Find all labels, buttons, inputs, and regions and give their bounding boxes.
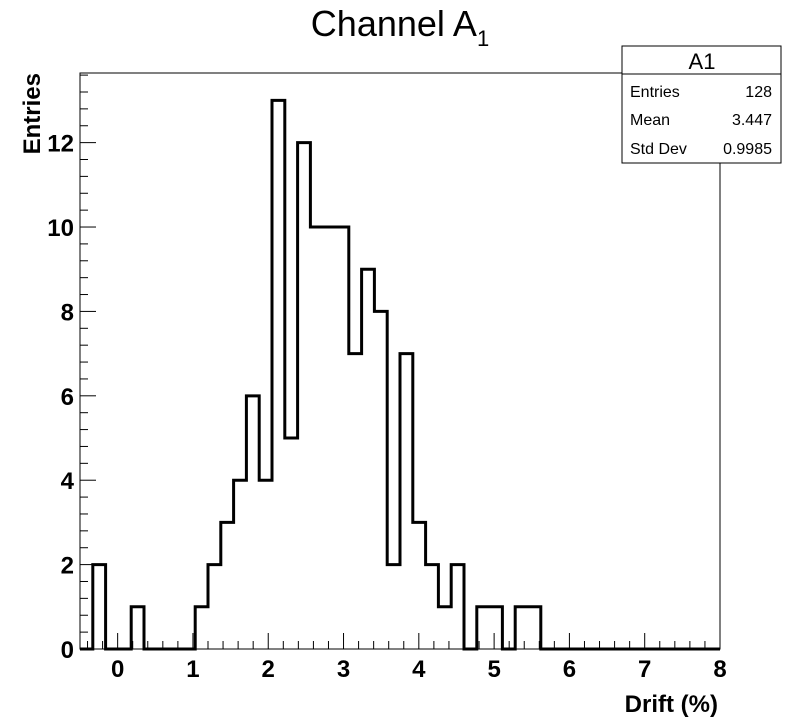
histogram-bin <box>387 565 400 649</box>
histogram-bin <box>413 522 426 649</box>
stats-mean-label: Mean <box>630 112 670 129</box>
stats-stddev-value: 0.9985 <box>723 141 772 158</box>
y-tick-label: 12 <box>47 131 74 158</box>
stats-stddev-label: Std Dev <box>630 141 687 158</box>
y-axis-title: Entries <box>19 73 46 154</box>
histogram-bin <box>285 438 298 649</box>
stats-entries-value: 128 <box>745 84 772 101</box>
histogram-bin <box>426 565 439 649</box>
histogram-bin <box>221 522 234 649</box>
y-tick-label: 2 <box>61 553 74 580</box>
x-tick-label: 2 <box>262 656 275 683</box>
plot-frame <box>79 72 721 650</box>
stats-box-name: A1 <box>689 49 716 74</box>
chart-title-main: Channel A <box>311 3 477 44</box>
histogram-bin <box>515 607 528 649</box>
histogram-bin <box>400 354 413 649</box>
y-tick-label: 0 <box>61 637 74 664</box>
histogram-bin <box>208 565 221 649</box>
y-tick-label: 4 <box>61 468 75 495</box>
histogram-bin <box>490 607 503 649</box>
stats-box-frame <box>621 45 782 164</box>
y-tick-label: 10 <box>47 215 74 242</box>
axis-ticks <box>80 74 721 650</box>
x-tick-label: 8 <box>713 656 726 683</box>
stats-mean-value: 3.447 <box>732 112 772 129</box>
y-tick-label: 8 <box>61 299 74 326</box>
histogram-bin <box>336 227 349 649</box>
histogram-bin <box>374 311 387 649</box>
x-tick-label: 6 <box>563 656 576 683</box>
stats-box: A1 Entries 128 Mean 3.447 Std Dev 0.9985 <box>621 45 782 164</box>
histogram-bin <box>93 565 106 649</box>
histogram-bin <box>195 607 208 649</box>
histogram-bin <box>323 227 336 649</box>
histogram-bin <box>272 100 285 649</box>
x-tick-label: 3 <box>337 656 350 683</box>
histogram-bin <box>362 269 375 649</box>
chart-title: Channel A1 <box>311 3 489 51</box>
x-tick-label: 4 <box>412 656 426 683</box>
x-tick-label: 7 <box>638 656 651 683</box>
histogram-outline <box>80 98 720 651</box>
histogram-bin <box>259 480 272 649</box>
stats-entries-label: Entries <box>630 84 680 101</box>
x-tick-label: 1 <box>186 656 199 683</box>
y-tick-label: 6 <box>61 384 74 411</box>
histogram-bin <box>349 354 362 649</box>
histogram-bin <box>246 396 259 649</box>
histogram-bins <box>93 100 541 649</box>
chart-title-subscript: 1 <box>477 26 489 51</box>
x-axis-title: Drift (%) <box>625 691 718 718</box>
x-tick-label: 0 <box>111 656 124 683</box>
histogram-bin <box>310 227 323 649</box>
histogram-bin <box>451 565 464 649</box>
histogram-bin <box>234 480 247 649</box>
histogram-bin <box>298 143 311 649</box>
x-tick-label: 5 <box>487 656 500 683</box>
